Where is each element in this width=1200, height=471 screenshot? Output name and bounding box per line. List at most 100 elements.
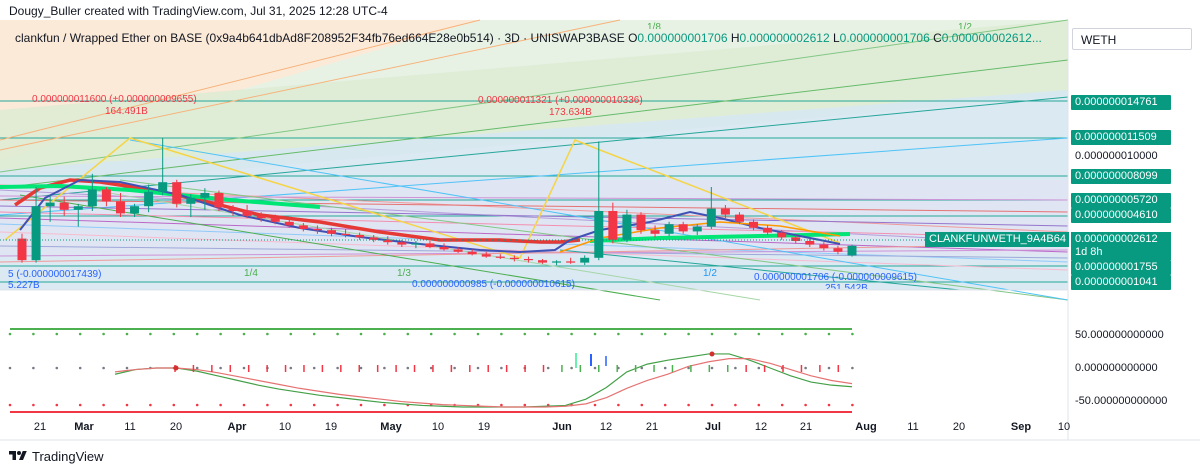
candle-body	[509, 257, 519, 259]
osc-dot-zero	[453, 366, 456, 370]
osc-dot-lower	[78, 403, 82, 407]
price-tag-4: 0.000000008099	[1071, 169, 1171, 184]
osc-dot-upper	[266, 332, 269, 336]
osc-dot-lower	[523, 403, 527, 407]
legend-o-value: 0.000000001706	[637, 31, 728, 45]
osc-dot-lower	[780, 403, 784, 407]
legend-l-label: L	[832, 31, 840, 45]
osc-dot-lower	[219, 403, 222, 407]
osc-dot-lower	[383, 403, 386, 407]
fan-line	[19, 194, 661, 301]
osc-dot-zero	[125, 366, 129, 370]
candle-body	[833, 248, 843, 252]
osc-dot-zero	[734, 366, 737, 370]
anno-top-fan-a: 1/8	[647, 22, 661, 29]
candle-body	[45, 202, 55, 207]
price-label-3: 0.000000010000	[1075, 150, 1158, 162]
x-tick-label: 19	[477, 421, 491, 433]
ma-green-left	[0, 183, 321, 209]
legend-o-label: O	[628, 31, 638, 45]
candle-body	[594, 211, 604, 258]
candle-body	[115, 201, 125, 214]
price-tag-2: 0.000000011509	[1071, 130, 1171, 145]
osc-dot-upper	[500, 332, 503, 336]
osc-dot-upper	[593, 332, 597, 336]
osc-dot-zero	[827, 366, 831, 370]
candle-body	[763, 227, 773, 233]
osc-dot-lower	[242, 403, 246, 407]
osc-dot-lower	[734, 403, 737, 407]
candle-body	[369, 237, 379, 240]
candle-body	[312, 229, 322, 231]
osc-dot-zero	[851, 366, 854, 370]
candles	[0, 137, 1068, 266]
candle-body	[622, 214, 632, 240]
x-tick-label: 21	[799, 421, 813, 433]
osc-dot-lower	[663, 403, 667, 407]
x-tick-label: 19	[324, 421, 338, 433]
osc-dot-lower	[32, 403, 35, 407]
osc-dot-upper	[383, 332, 386, 336]
candle-body	[847, 245, 857, 256]
bg-green-zone	[0, 20, 1068, 190]
x-tick-label: 20	[169, 421, 183, 433]
osc-dot-lower	[851, 403, 854, 407]
osc-dot-lower	[804, 403, 807, 407]
osc-dot-upper	[851, 332, 854, 336]
candle-body	[101, 189, 111, 202]
x-tick-label: Aug	[855, 421, 877, 433]
candle-body	[298, 225, 308, 229]
fan-line	[0, 243, 1069, 263]
fan-line	[0, 217, 1069, 253]
osc-dot-upper	[757, 332, 761, 336]
osc-dot-upper	[663, 332, 667, 336]
osc-dot-zero	[8, 366, 12, 370]
x-tick-label: May	[380, 421, 402, 433]
osc-dot-zero	[102, 366, 105, 370]
price-tag-1: 0.000000014761	[1071, 95, 1171, 110]
osc-dot-upper	[640, 332, 644, 336]
osc-dot-zero	[429, 366, 433, 370]
anno-left-low: 5 (-0.000000017439)	[8, 269, 102, 280]
anno-left-high-price: 0.000000011600 (+0.000000009655)	[32, 94, 197, 105]
x-tick-label: 12	[599, 421, 613, 433]
osc-slow-line	[114, 358, 853, 408]
candle-body	[130, 206, 140, 214]
osc-dot-zero	[312, 366, 316, 370]
candle-body	[186, 197, 196, 204]
osc-dot-upper	[78, 332, 82, 336]
osc-dot-lower	[757, 403, 761, 407]
osc-dot-zero	[476, 366, 480, 370]
osc-dot-upper	[219, 332, 222, 336]
candle-body	[523, 259, 533, 261]
osc-dot-zero	[710, 366, 714, 370]
candle-body	[777, 232, 787, 238]
osc-dot-upper	[570, 332, 573, 336]
osc-dot-zero	[219, 366, 222, 370]
zigzag-line	[4, 137, 841, 259]
osc-scale-zero: 0.000000000000	[1075, 362, 1158, 374]
candle-body	[87, 189, 97, 207]
quote-currency-box[interactable]: WETH	[1072, 28, 1192, 50]
candle-body	[284, 221, 294, 226]
osc-dot-upper	[195, 332, 199, 336]
candle-body	[425, 243, 435, 247]
candle-body	[664, 224, 674, 234]
osc-dot-zero	[663, 366, 667, 370]
anno-left-low-vol: 5.227B	[8, 280, 40, 288]
candle-body	[411, 243, 421, 245]
osc-dot-zero	[289, 366, 293, 370]
osc-dot-upper	[102, 332, 105, 336]
osc-dot-lower	[266, 403, 269, 407]
fan-line	[0, 59, 1069, 189]
anno-right-low: 0.000000001706 (-0.000000009615)	[754, 272, 917, 283]
candle-body	[144, 191, 154, 207]
candle-body	[200, 193, 210, 198]
osc-dot-upper	[8, 332, 12, 336]
price-tag-5: 0.000000005720	[1071, 193, 1171, 208]
legend-c-value: 0.000000002612...	[941, 31, 1042, 45]
osc-dot-upper	[523, 332, 527, 336]
fan-line	[0, 19, 1069, 173]
legend-h-label: H	[730, 31, 740, 45]
